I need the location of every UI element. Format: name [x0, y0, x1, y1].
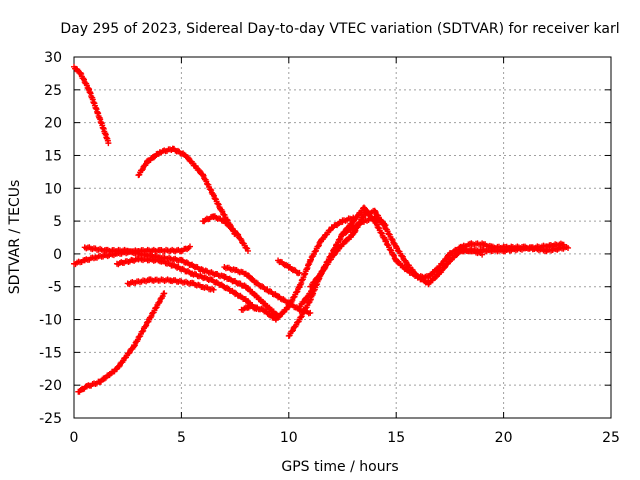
- data-point: [328, 251, 335, 258]
- data-point: [195, 167, 202, 174]
- data-point: [253, 292, 260, 299]
- y-tick-label: 25: [44, 83, 62, 99]
- x-axis-title: GPS time / hours: [281, 459, 398, 475]
- x-tick-label: 10: [280, 430, 298, 446]
- data-point: [138, 167, 145, 174]
- y-tick-label: 15: [44, 148, 62, 164]
- data-point: [223, 219, 230, 226]
- data-point: [115, 363, 122, 370]
- data-point: [300, 299, 307, 306]
- series-track-1: [71, 63, 112, 147]
- series-track-2: [75, 290, 168, 395]
- y-tick-label: 30: [44, 50, 62, 66]
- data-point: [210, 286, 217, 293]
- data-point: [307, 309, 314, 316]
- data-point: [151, 154, 158, 161]
- data-point: [105, 140, 112, 147]
- data-point: [307, 257, 314, 264]
- y-tick-label: -25: [39, 411, 62, 427]
- y-axis-title: SDTVAR / TECUs: [7, 180, 23, 295]
- data-point: [161, 290, 168, 297]
- axis-ticks: [73, 56, 612, 419]
- x-tick-label: 20: [495, 430, 513, 446]
- chart-title: Day 295 of 2023, Sidereal Day-to-day VTE…: [60, 21, 619, 37]
- y-tick-label: -15: [39, 345, 62, 361]
- data-point: [378, 229, 385, 236]
- data-point: [184, 154, 191, 161]
- data-point: [285, 303, 292, 310]
- data-point: [565, 244, 572, 251]
- data-point: [350, 218, 357, 225]
- data-point: [319, 268, 326, 275]
- series-track-3: [135, 145, 239, 238]
- data-point: [155, 299, 162, 306]
- series-track-10: [238, 214, 357, 323]
- x-tick-label: 0: [70, 430, 79, 446]
- data-point: [186, 243, 193, 250]
- data-point: [80, 75, 87, 82]
- data-point: [360, 204, 367, 211]
- data-point: [297, 314, 304, 321]
- y-tick-label: -10: [39, 313, 62, 329]
- data-point: [311, 279, 318, 286]
- series-track-15: [457, 240, 567, 255]
- series-track-8: [124, 276, 217, 293]
- data-point: [101, 375, 108, 382]
- data-point: [560, 241, 567, 248]
- data-point: [244, 247, 251, 254]
- x-tick-label: 25: [602, 430, 620, 446]
- y-tick-label: -20: [39, 378, 62, 394]
- y-tick-label: 20: [44, 116, 62, 132]
- data-point: [275, 314, 282, 321]
- data-point: [139, 328, 146, 335]
- data-point: [442, 256, 449, 263]
- series-track-6: [81, 244, 282, 319]
- data-point: [341, 229, 348, 236]
- data-point: [390, 251, 397, 258]
- series-track-14: [275, 257, 303, 277]
- y-tick-label: 10: [44, 181, 62, 197]
- tick-labels: 0 5 10 15 20 25 -25 -20 -15 -10 -5 0 5 10 15 20 25 30: [39, 50, 620, 446]
- data-point: [289, 328, 296, 335]
- data-point: [267, 311, 274, 318]
- data-point: [131, 343, 138, 350]
- y-tick-label: 5: [53, 214, 62, 230]
- data-series: [71, 63, 572, 395]
- data-point: [343, 237, 350, 244]
- data-point: [315, 243, 322, 250]
- plot-frame: [73, 56, 612, 419]
- data-point: [380, 221, 387, 228]
- data-point: [293, 289, 300, 296]
- x-tick-label: 5: [177, 430, 186, 446]
- data-point: [296, 269, 303, 276]
- y-tick-label: -5: [48, 280, 62, 296]
- data-point: [234, 230, 241, 237]
- data-point: [125, 350, 132, 357]
- grid-lines: [74, 57, 611, 418]
- x-tick-label: 15: [387, 430, 405, 446]
- series-track-4: [199, 213, 251, 254]
- y-tick-label: 0: [53, 247, 62, 263]
- data-point: [398, 252, 405, 259]
- data-point: [432, 274, 439, 281]
- data-point: [388, 236, 395, 243]
